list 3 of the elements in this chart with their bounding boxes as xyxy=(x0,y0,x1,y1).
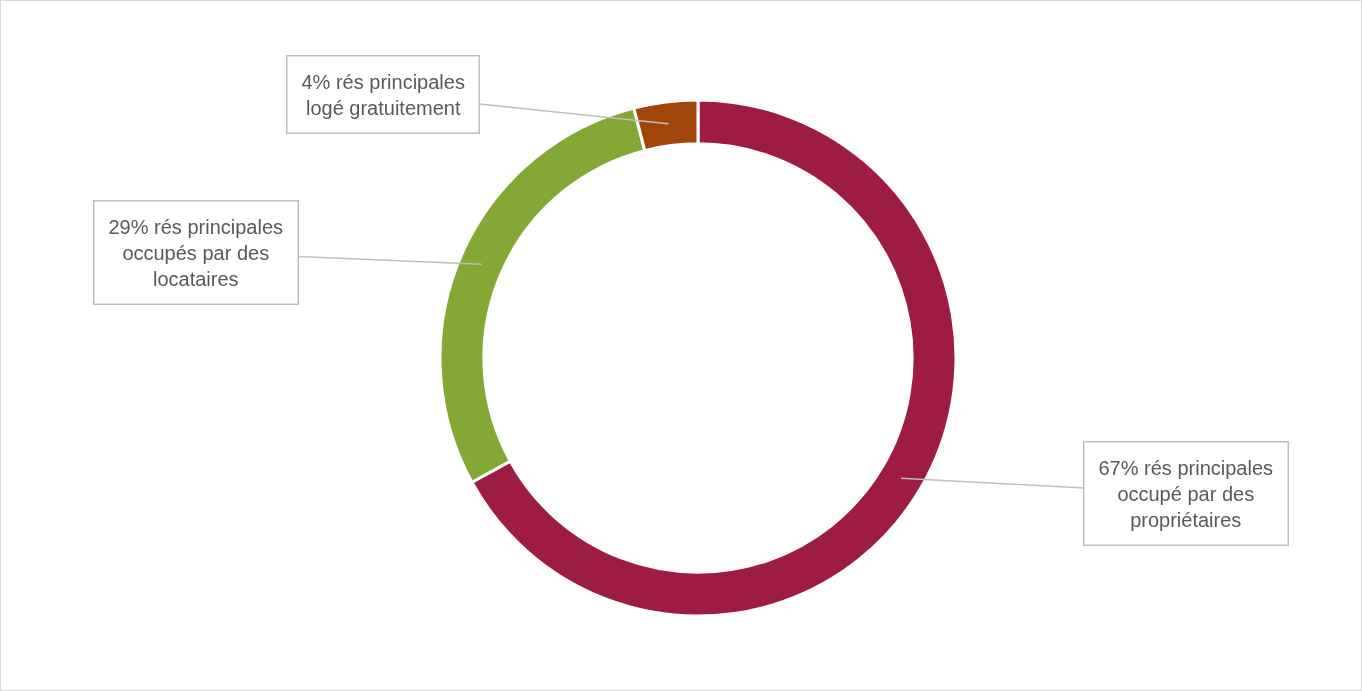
slice-label: 29% rés principales occupés par des locataires xyxy=(108,215,284,290)
slice-label: 67% rés principales occupé par des propriétaires xyxy=(1098,456,1274,531)
slice-label: 4% rés principales logé gratuitement xyxy=(301,70,465,119)
